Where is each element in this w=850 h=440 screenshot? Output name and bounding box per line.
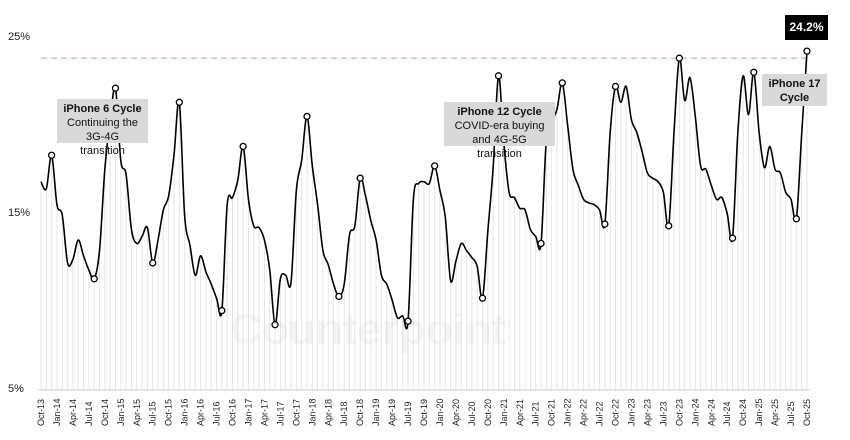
data-point-marker (356, 174, 364, 182)
x-tick-label: Jul-14 (84, 401, 94, 426)
x-tick-label: Jan-17 (243, 398, 253, 426)
x-tick-label: Apr-19 (387, 399, 397, 426)
x-tick-label: Jan-19 (371, 398, 381, 426)
annotation-text: Continuing the (67, 117, 138, 129)
data-point-marker (111, 84, 120, 92)
x-tick-label: Oct-14 (100, 399, 110, 426)
x-tick-label: Oct-18 (355, 399, 365, 426)
y-tick-label: 5% (8, 383, 24, 395)
data-point-marker (90, 275, 98, 283)
markers (47, 47, 811, 329)
annotation-title: iPhone 12 Cycle (457, 106, 542, 118)
data-point-marker (601, 220, 609, 228)
x-tick-label: Jul-23 (658, 401, 668, 426)
data-point-marker (750, 68, 758, 76)
x-tick-label: Jul-19 (403, 401, 413, 426)
annotation-title: iPhone 6 Cycle (63, 103, 142, 115)
x-tick-label: Apr-16 (196, 399, 206, 426)
data-point-marker (239, 142, 247, 151)
data-point-marker (494, 72, 503, 80)
x-tick-label: Jul-17 (275, 401, 285, 426)
data-point-marker (537, 239, 545, 248)
x-tick-label: Jul-21 (531, 401, 541, 426)
watermark-logo: Counterpoint (230, 305, 506, 355)
data-point-marker (675, 54, 683, 62)
x-tick-label: Apr-25 (770, 399, 780, 426)
x-tick-label: Jan-25 (754, 398, 764, 426)
data-point-marker (218, 306, 226, 315)
annotation-text: and 4G-5G transition (472, 134, 527, 160)
x-tick-label: Oct-17 (291, 399, 301, 426)
x-tick-label: Jan-23 (626, 398, 636, 426)
data-point-marker (558, 79, 566, 87)
data-point-marker (175, 98, 183, 106)
x-tick-label: Jul-15 (148, 401, 158, 426)
x-tick-label: Apr-21 (515, 399, 525, 426)
data-point-marker (271, 321, 279, 329)
data-point-marker (792, 215, 801, 223)
x-tick-label: Jan-20 (435, 398, 445, 426)
data-point-marker (149, 259, 157, 267)
data-point-marker (665, 222, 673, 230)
annotation-iphone-12: iPhone 12 Cycle COVID-era buying and 4G-… (444, 102, 555, 160)
x-tick-label: Apr-14 (68, 399, 78, 426)
drop-lines (40, 51, 808, 390)
x-tick-label: Oct-20 (483, 399, 493, 426)
x-tick-label: Oct-16 (228, 399, 238, 426)
annotation-text: Cycle (779, 92, 810, 104)
data-point-marker (430, 162, 439, 170)
x-tick-label: Jul-20 (467, 401, 477, 426)
x-tick-label: Jan-16 (180, 398, 190, 426)
x-tick-labels: Oct-13 Jan-14 Apr-14 Jul-14 Oct-14 Jan-15 Apr-… (36, 398, 812, 426)
y-tick-label: 25% (8, 31, 31, 43)
x-tick-label: Jul-24 (722, 401, 732, 426)
x-tick-label: Oct-21 (547, 399, 557, 426)
data-point-marker (335, 292, 343, 301)
x-tick-label: Jan-21 (499, 398, 509, 426)
x-tick-label: Apr-24 (706, 399, 716, 426)
x-tick-label: Oct-25 (802, 399, 812, 426)
x-tick-label: Jul-18 (339, 401, 349, 426)
data-point-marker (478, 294, 487, 302)
data-point-marker (728, 234, 737, 242)
x-tick-label: Oct-13 (36, 399, 46, 426)
annotation-title: iPhone 17 (768, 78, 821, 90)
x-tick-label: Jan-18 (307, 398, 317, 426)
x-tick-label: Jul-22 (595, 401, 605, 426)
x-tick-label: Jul-25 (786, 401, 796, 426)
y-tick-label: 15% (8, 207, 31, 219)
x-tick-label: Jan-22 (563, 398, 573, 426)
x-tick-label: Apr-20 (451, 399, 461, 426)
x-tick-label: Apr-22 (579, 399, 589, 426)
x-tick-label: Apr-17 (259, 399, 269, 426)
x-tick-label: Jan-14 (52, 398, 62, 426)
x-tick-label: Oct-22 (611, 399, 621, 426)
x-tick-label: Jan-24 (690, 398, 700, 426)
x-tick-label: Apr-23 (642, 399, 652, 426)
annotation-text: COVID-era buying (454, 120, 545, 132)
x-tick-label: Oct-15 (164, 399, 174, 426)
x-tick-label: Oct-24 (738, 399, 748, 426)
x-tick-label: Apr-15 (132, 399, 142, 426)
annotation-text: 3G-4G transition (80, 131, 125, 157)
data-point-marker (303, 112, 311, 121)
x-tick-label: Apr-18 (323, 399, 333, 426)
annotation-iphone-6: iPhone 6 Cycle Continuing the 3G-4G tran… (57, 99, 148, 157)
data-point-marker (404, 317, 412, 325)
data-point-marker (47, 151, 56, 159)
annotation-iphone-17: iPhone 17 Cycle (762, 74, 827, 106)
data-point-marker (803, 47, 811, 55)
data-point-marker (611, 82, 620, 91)
x-tick-label: Jan-15 (116, 398, 126, 426)
x-tick-label: Jul-16 (212, 401, 222, 426)
x-tick-label: Oct-23 (674, 399, 684, 426)
latest-value-callout: 24.2% (785, 15, 828, 40)
x-tick-label: Oct-19 (419, 399, 429, 426)
